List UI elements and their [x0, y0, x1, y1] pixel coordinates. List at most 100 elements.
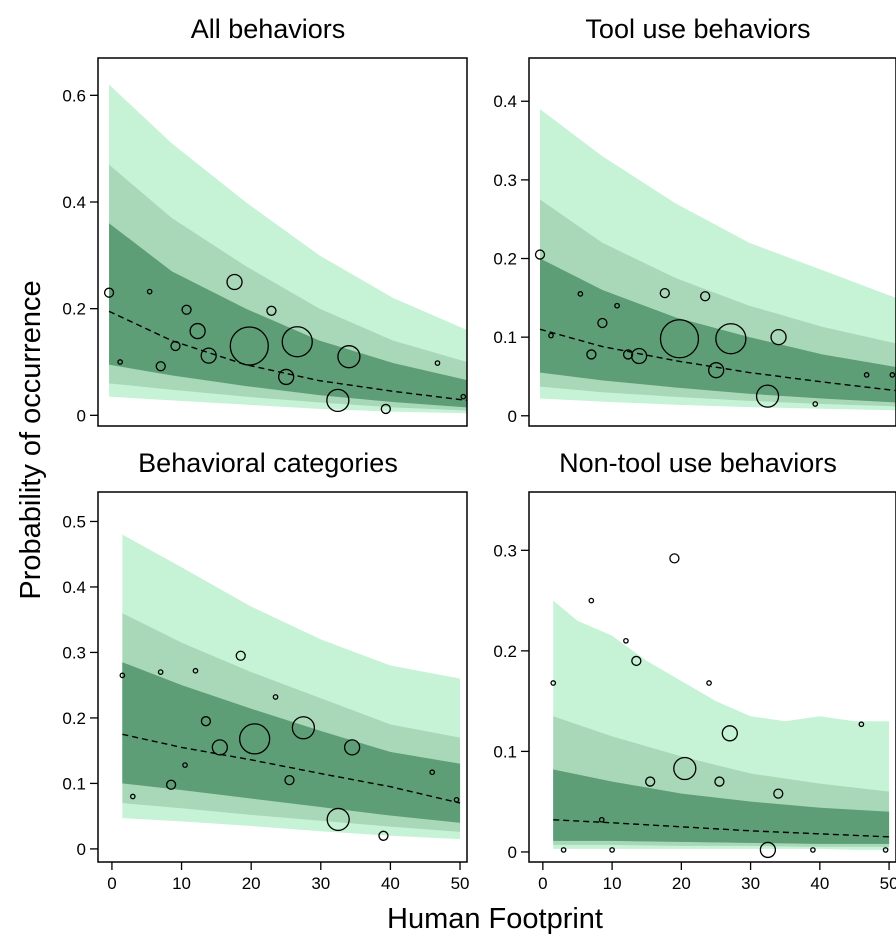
credible-band-core	[122, 662, 461, 823]
data-point	[631, 655, 642, 667]
y-tick-label: 0	[508, 843, 517, 862]
x-tick-label: 0	[538, 874, 547, 893]
y-tick-label: 0.2	[62, 300, 86, 319]
data-point	[181, 304, 192, 315]
data-point	[291, 716, 316, 740]
data-point	[770, 328, 787, 346]
data-point	[588, 597, 595, 604]
y-tick-label: 0.1	[493, 328, 517, 347]
data-point	[598, 816, 605, 823]
data-point	[708, 362, 725, 379]
x-tick-label: 40	[810, 874, 829, 893]
y-tick-label: 0	[77, 840, 86, 859]
data-point	[192, 667, 199, 674]
data-point	[343, 739, 361, 756]
fitted-line	[108, 310, 467, 402]
y-tick-label: 0.5	[62, 512, 86, 531]
panel-1: All behaviors 0 0.2 0.4 0.6	[62, 14, 468, 427]
y-tick-label: 0.3	[493, 541, 517, 560]
y-tick-label: 0.3	[62, 643, 86, 662]
plot-area	[103, 84, 467, 415]
data-point	[659, 287, 670, 299]
data-point	[721, 725, 738, 742]
y-tick-label: 0.1	[493, 742, 517, 761]
data-point	[211, 739, 228, 756]
data-point	[645, 776, 656, 787]
plot-area	[119, 534, 461, 841]
data-point	[759, 841, 777, 859]
panel-title: Tool use behaviors	[585, 14, 810, 44]
data-point	[119, 672, 126, 679]
data-point	[434, 360, 441, 366]
y-tick-label: 0	[77, 406, 86, 425]
data-point	[380, 403, 391, 415]
data-point	[200, 347, 217, 364]
fitted-line	[122, 733, 461, 804]
data-point	[281, 326, 313, 358]
plot-frame	[528, 491, 896, 863]
y-tick-label: 0.2	[62, 709, 86, 728]
x-tick-label: 40	[381, 874, 400, 893]
data-point	[577, 291, 584, 297]
data-point	[453, 796, 460, 803]
data-point	[129, 793, 136, 800]
data-point	[146, 288, 153, 295]
data-point	[609, 847, 615, 853]
data-point	[117, 359, 123, 365]
panel-3: Behavioral categories 0 0.1 0.2 0.3 0.4 0.5 0 10…	[62, 448, 469, 893]
x-tick-label: 10	[603, 874, 622, 893]
credible-band-core	[553, 769, 890, 844]
data-point	[326, 388, 350, 413]
data-point	[863, 372, 870, 378]
plot-frame	[528, 57, 896, 427]
data-point	[103, 287, 115, 298]
data-point	[182, 762, 188, 768]
panel-title: All behaviors	[191, 14, 346, 44]
plot-frame	[97, 57, 468, 427]
data-point	[810, 847, 816, 853]
data-point	[266, 305, 277, 316]
data-point	[622, 349, 634, 360]
data-point	[239, 723, 271, 755]
data-point	[669, 553, 680, 564]
x-tick-label: 10	[172, 874, 191, 893]
y-tick-label: 0.6	[62, 86, 86, 105]
data-point	[229, 326, 269, 366]
y-tick-label: 0.2	[493, 250, 517, 269]
y-tick-label: 0.4	[493, 92, 517, 111]
data-point	[858, 721, 865, 728]
data-point	[550, 680, 557, 686]
x-tick-label: 50	[880, 874, 896, 893]
data-point	[226, 273, 243, 291]
data-point	[155, 361, 166, 372]
data-point	[157, 669, 164, 675]
data-point	[165, 779, 177, 790]
data-point	[673, 756, 697, 781]
data-point	[278, 368, 295, 386]
plot-area	[534, 109, 896, 411]
panel-2: Tool use behaviors 0 0.1 0.2 0.3 0.4	[493, 14, 896, 427]
data-point	[170, 340, 181, 352]
credible-band-core	[109, 223, 467, 408]
data-point	[548, 332, 554, 339]
data-point	[337, 345, 361, 369]
y-tick-label: 0.1	[62, 774, 86, 793]
data-point	[429, 769, 436, 776]
data-point	[714, 776, 725, 787]
data-point	[630, 347, 648, 365]
data-point	[460, 393, 467, 400]
y-tick-label: 0.3	[493, 171, 517, 190]
data-point	[773, 788, 784, 799]
fitted-line	[539, 328, 896, 392]
plot-area	[550, 553, 890, 859]
x-tick-label: 0	[107, 874, 116, 893]
y-axis-title: Probability of occurrence	[15, 280, 47, 599]
data-point	[614, 302, 620, 309]
x-tick-label: 20	[672, 874, 691, 893]
chart-panels: All behaviors 0 0.2 0.4 0.6 Tool use behavior…	[62, 14, 896, 893]
data-point	[378, 830, 389, 841]
y-tick-label: 0.2	[493, 642, 517, 661]
data-point	[189, 322, 206, 340]
data-point	[882, 847, 889, 853]
